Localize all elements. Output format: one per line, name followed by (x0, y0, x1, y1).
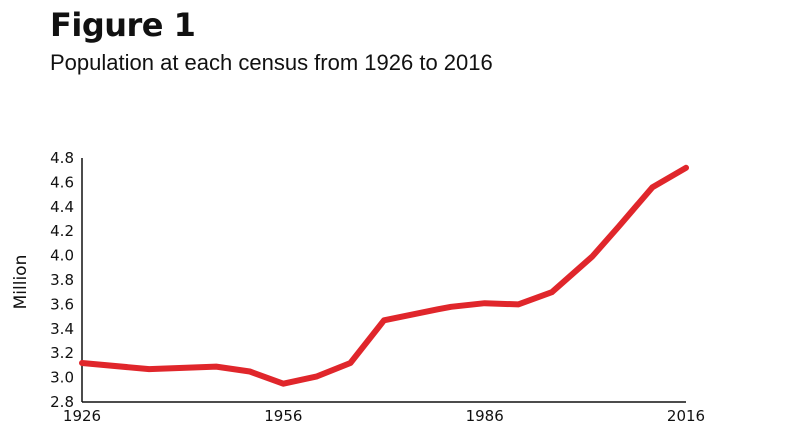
x-tick-label: 2016 (667, 407, 705, 425)
y-tick-label: 3.8 (50, 271, 74, 289)
y-axis: 4.8 4.6 4.4 4.2 4.0 3.8 3.6 3.4 3.2 3.0 2.8 (50, 149, 83, 411)
y-tick-label: 3.0 (50, 369, 74, 387)
y-tick-label: 4.2 (50, 222, 74, 240)
x-axis: 1926 1956 1986 2016 (63, 401, 705, 425)
y-tick-label: 4.8 (50, 149, 74, 167)
y-tick-label: 2.8 (50, 393, 74, 411)
y-tick-label: 4.4 (50, 198, 74, 216)
y-tick-label: 4.0 (50, 247, 74, 265)
figure-title: Figure 1 (50, 6, 196, 44)
x-tick-label: 1986 (466, 407, 504, 425)
figure-subtitle: Population at each census from 1926 to 2… (50, 50, 493, 75)
y-tick-label: 4.6 (50, 173, 74, 191)
x-tick-label: 1926 (63, 407, 101, 425)
series-group (79, 164, 689, 387)
y-axis-label: Million (11, 255, 31, 310)
y-tick-label: 3.2 (50, 344, 74, 362)
series-line (79, 164, 689, 387)
x-tick-label: 1956 (264, 407, 302, 425)
y-tick-label: 3.6 (50, 295, 74, 313)
y-tick-label: 3.4 (50, 320, 74, 338)
